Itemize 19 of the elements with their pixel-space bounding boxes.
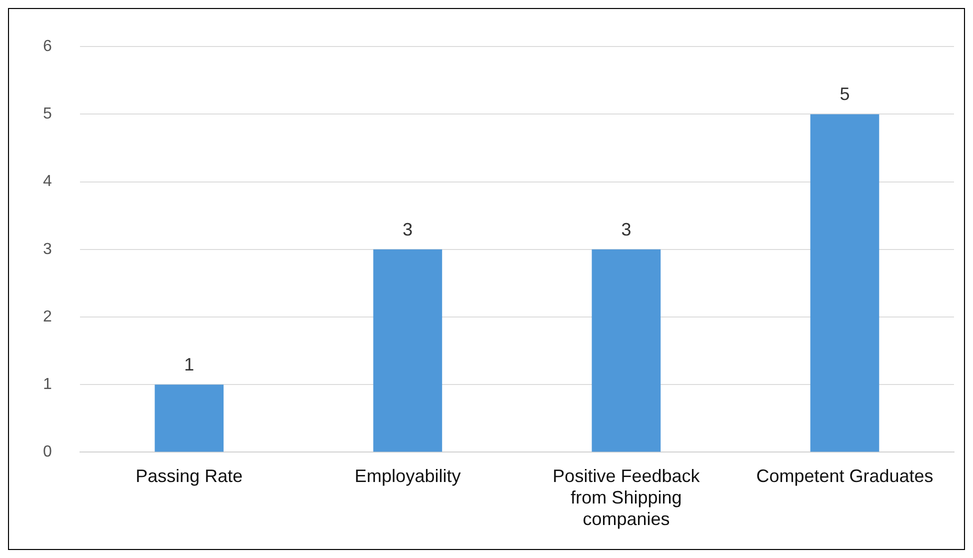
data-label: 3: [621, 219, 632, 240]
y-tick-label: 4: [42, 173, 52, 190]
y-tick-label: 1: [42, 376, 52, 394]
x-tick-label: Employability: [354, 466, 461, 486]
x-tick-label: Passing Rate: [136, 466, 243, 486]
y-tick-label: 0: [42, 444, 52, 461]
y-tick-label: 3: [42, 240, 52, 258]
y-tick-label: 5: [42, 106, 52, 123]
bar: [810, 114, 880, 452]
data-label: 3: [402, 219, 413, 240]
x-tick-label: Competent Graduates: [756, 466, 934, 486]
y-tick-label: 2: [42, 308, 52, 326]
bar: [592, 249, 661, 452]
y-tick-label: 6: [42, 38, 52, 56]
bar: [373, 249, 442, 452]
bar: [154, 384, 224, 452]
data-label: 5: [840, 84, 850, 104]
data-label: 1: [184, 354, 194, 375]
x-tick-label: Positive Feedback from Shipping companies: [552, 466, 701, 530]
